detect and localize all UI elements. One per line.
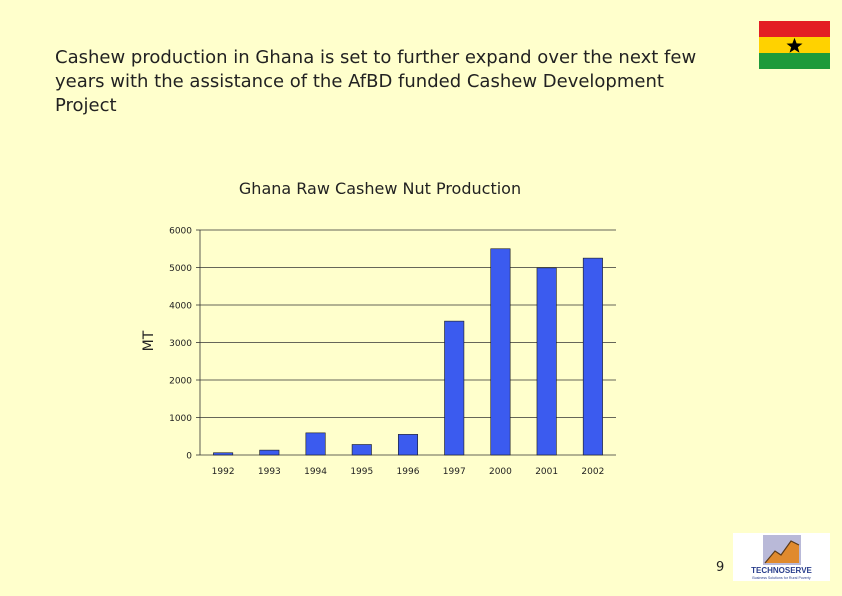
bar-1995: [351, 444, 372, 456]
x-tick-label: 1997: [443, 467, 466, 477]
bar-1992: [213, 452, 234, 456]
technoserve-logo-icon: TECHNOSERVE Business Solutions for Rural…: [751, 535, 813, 580]
bar-chart: 0 1000 2000 3000 4000 5000 6000 1992 1993 1994 199…: [169, 227, 616, 477]
x-tick-label: 1994: [304, 467, 327, 477]
x-tick-label: 1993: [258, 467, 281, 477]
bar-2000: [490, 248, 511, 456]
x-tick-label: 2002: [581, 467, 604, 477]
x-tick-label: 1992: [212, 467, 235, 477]
y-tick-label: 4000: [169, 302, 192, 312]
logo-tagline: Business Solutions for Rural Poverty: [752, 576, 811, 580]
bar-1994: [305, 432, 326, 456]
slide-title: Cashew production in Ghana is set to fur…: [55, 47, 697, 116]
technoserve-logo: TECHNOSERVE Business Solutions for Rural…: [733, 533, 830, 581]
bar-2002: [582, 257, 603, 456]
bar-1997: [444, 320, 465, 456]
x-tick-label: 1996: [397, 467, 420, 477]
ghana-flag-icon: [759, 21, 830, 69]
bar-1996: [397, 434, 419, 456]
logo-text: TECHNOSERVE: [751, 566, 812, 575]
page-number: 9: [716, 560, 725, 575]
x-tick-label: 2000: [489, 467, 512, 477]
y-tick-label: 6000: [169, 227, 192, 237]
y-tick-label: 1000: [169, 414, 192, 424]
x-tick-label: 1995: [350, 467, 373, 477]
y-tick-label: 2000: [169, 377, 192, 387]
y-tick-label: 3000: [169, 339, 192, 349]
chart-title: Ghana Raw Cashew Nut Production: [238, 179, 522, 198]
bar-2001: [536, 267, 557, 456]
x-tick-label: 2001: [535, 467, 558, 477]
y-tick-label: 0: [186, 452, 192, 462]
y-tick-label: 5000: [169, 264, 192, 274]
bar-1993: [259, 449, 280, 456]
